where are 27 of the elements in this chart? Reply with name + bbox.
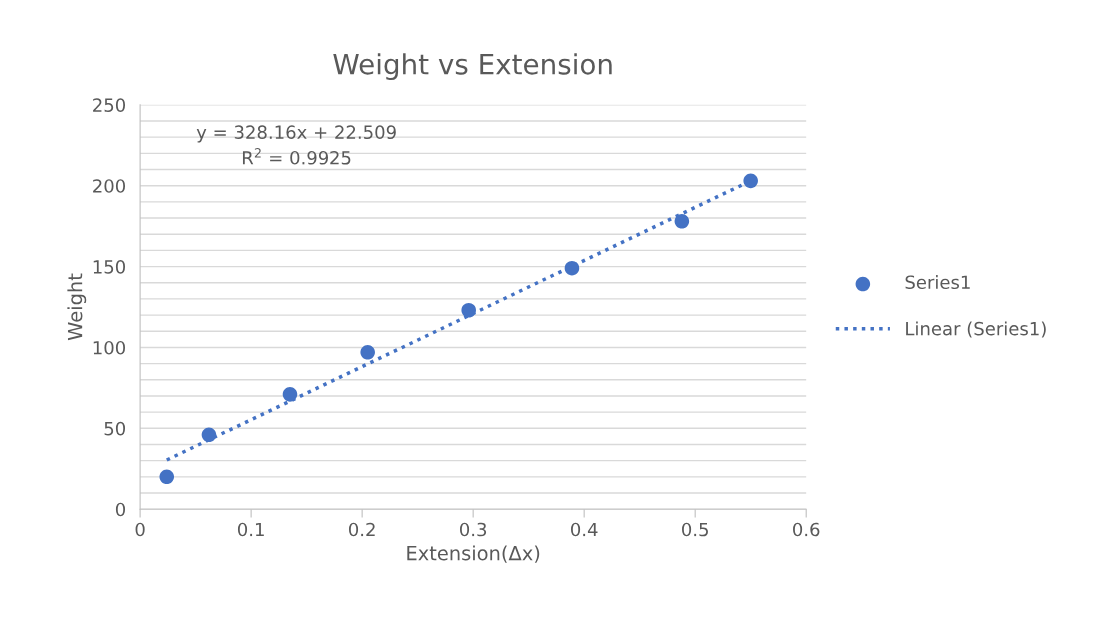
point (201, 427, 217, 443)
y-tick-label: 100 (93, 340, 126, 355)
point (674, 214, 690, 229)
point (564, 260, 580, 276)
point (360, 345, 375, 360)
y-tick-label: 50 (104, 421, 126, 436)
y-tick-label: 200 (93, 179, 126, 193)
x-tick-label: 0.2 (348, 522, 375, 537)
legend-label: Linear (Series1) (906, 321, 1046, 338)
point (743, 173, 758, 189)
point (159, 469, 175, 485)
chart-title: Weight vs Extension (333, 53, 612, 81)
x-tick-label: 0.4 (571, 522, 598, 537)
y-tick-label: 0 (115, 502, 126, 517)
x-tick-label: 0 (135, 522, 145, 537)
x-tick-label: 0.3 (459, 522, 487, 537)
y-tick-label: 250 (93, 98, 126, 112)
legend-label: Series1 (905, 275, 970, 290)
x-tick-label: 0.5 (682, 522, 708, 537)
x-tick-label: 0.6 (793, 522, 820, 537)
x-axis-title: Extension(Δx) (407, 545, 540, 563)
point (461, 302, 476, 318)
point (282, 387, 298, 402)
y-tick-label: 150 (93, 260, 126, 274)
x-tick-label: 0.1 (237, 522, 264, 537)
annotation: y = 328.16x + 22.509 R$^{2}$ = 0.9925 (196, 125, 396, 165)
y-axis-title: Weight (67, 273, 87, 341)
